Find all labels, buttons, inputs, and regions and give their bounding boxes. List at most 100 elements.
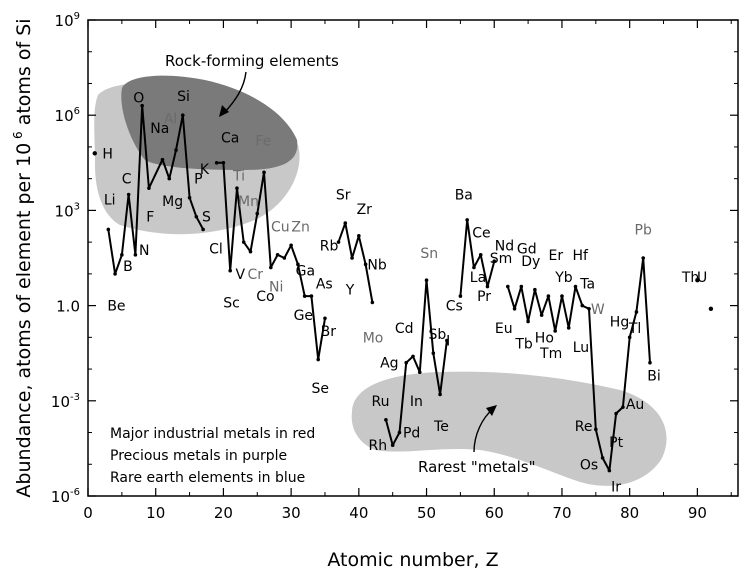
y-tick-label-3: 103 <box>55 201 80 220</box>
data-point-z27 <box>269 265 273 270</box>
data-point-z41 <box>363 262 368 267</box>
element-label-os: Os <box>580 457 598 473</box>
element-label-n: N <box>139 243 149 259</box>
data-point-z7 <box>133 253 138 257</box>
element-label-hf: Hf <box>573 248 590 264</box>
data-point-z90 <box>695 278 700 283</box>
element-label-tl: Tl <box>628 321 641 337</box>
data-point-z38 <box>343 221 348 225</box>
data-point-z66 <box>533 287 537 292</box>
element-label-ge: Ge <box>294 308 313 324</box>
x-tick-label-80: 80 <box>620 504 639 522</box>
data-point-z17 <box>201 227 205 232</box>
element-label-be: Be <box>107 299 125 315</box>
element-label-ag: Ag <box>380 356 398 372</box>
data-point-z4 <box>113 272 117 276</box>
data-point-z69 <box>553 329 557 333</box>
element-label-ru: Ru <box>372 394 390 410</box>
data-point-z46 <box>397 430 402 435</box>
element-label-se: Se <box>311 381 329 397</box>
element-label-in: In <box>410 394 423 410</box>
element-label-nd: Nd <box>495 238 514 254</box>
data-point-z67 <box>539 313 544 317</box>
element-label-th: Th <box>681 270 699 286</box>
data-point-z39 <box>350 256 354 260</box>
data-point-z72 <box>573 284 578 289</box>
x-tick-label-70: 70 <box>552 504 571 522</box>
data-point-z47 <box>404 360 409 365</box>
element-label-hg: Hg <box>610 314 629 330</box>
data-point-z83 <box>648 360 652 365</box>
element-label-zn: Zn <box>291 219 309 235</box>
data-point-z48 <box>411 354 415 359</box>
legend-line-1: Precious metals in purple <box>110 448 287 464</box>
element-label-o: O <box>133 91 144 107</box>
data-point-z6 <box>126 192 131 197</box>
data-point-z34 <box>316 357 321 362</box>
element-label-v: V <box>236 267 246 283</box>
element-label-er: Er <box>549 248 564 264</box>
element-label-h: H <box>102 146 113 162</box>
element-label-s: S <box>202 210 211 226</box>
rarest-metals-arrowhead <box>486 405 497 416</box>
data-point-z11 <box>160 157 165 162</box>
element-label-i: I <box>446 334 450 350</box>
element-label-tb: Tb <box>514 337 533 353</box>
data-point-z52 <box>438 392 442 397</box>
data-point-z70 <box>560 294 564 298</box>
element-label-lu: Lu <box>573 340 589 356</box>
data-point-z81 <box>634 310 639 314</box>
data-point-z78 <box>614 411 618 416</box>
data-point-z28 <box>275 253 280 257</box>
series-line-5 <box>506 257 651 472</box>
data-point-z24 <box>248 249 253 254</box>
rarest-metals-region <box>351 371 667 486</box>
element-label-ca: Ca <box>221 130 239 146</box>
data-point-z64 <box>519 284 524 289</box>
element-label-yb: Yb <box>554 270 573 286</box>
data-point-z12 <box>167 176 172 181</box>
data-point-z16 <box>194 214 199 219</box>
element-label-co: Co <box>256 289 274 305</box>
element-label-ni: Ni <box>269 280 283 296</box>
data-point-z73 <box>580 303 585 308</box>
element-label-eu: Eu <box>495 321 513 337</box>
element-label-rb: Rb <box>320 238 339 254</box>
element-label-mn: Mn <box>238 194 259 210</box>
rock-forming-arrow <box>223 71 247 114</box>
element-label-sn: Sn <box>420 246 438 262</box>
axes: 0 10 20 30 40 50 60 70 80 90 109 106 103 1.0 10-3 10-6 A… <box>11 11 739 571</box>
element-label-dy: Dy <box>521 254 540 270</box>
data-point-z59 <box>485 284 490 289</box>
rock-forming-arrowhead <box>219 105 229 117</box>
x-tick-label-90: 90 <box>688 504 707 522</box>
data-point-z21 <box>228 268 232 273</box>
data-point-z9 <box>147 186 151 190</box>
series-line-4 <box>459 218 496 297</box>
element-label-w: W <box>591 302 605 318</box>
data-point-z13 <box>174 148 178 152</box>
data-point-z92 <box>708 306 714 311</box>
data-point-z75 <box>594 427 598 432</box>
element-label-b: B <box>123 259 133 275</box>
series-line-2 <box>337 222 374 303</box>
data-point-z20 <box>221 161 226 165</box>
element-label-sc: Sc <box>223 295 240 311</box>
plot-frame <box>87 19 739 497</box>
data-point-z26 <box>262 170 266 175</box>
element-label-u: U <box>697 270 707 286</box>
data-point-z62 <box>505 284 510 289</box>
element-label-p: P <box>194 172 202 188</box>
x-tick-label-30: 30 <box>282 504 301 522</box>
element-label-sm: Sm <box>490 251 513 267</box>
data-point-z57 <box>472 265 476 270</box>
element-label-na: Na <box>150 121 169 137</box>
element-label-br: Br <box>321 324 337 340</box>
element-label-cu: Cu <box>271 219 290 235</box>
data-point-z22 <box>235 186 239 190</box>
element-label-ga: Ga <box>296 264 315 280</box>
element-label-cd: Cd <box>395 321 414 337</box>
element-label-li: Li <box>104 192 116 208</box>
data-point-z71 <box>566 326 571 330</box>
annotations: Rock-forming elements Rarest "metals" Majo… <box>110 52 536 486</box>
